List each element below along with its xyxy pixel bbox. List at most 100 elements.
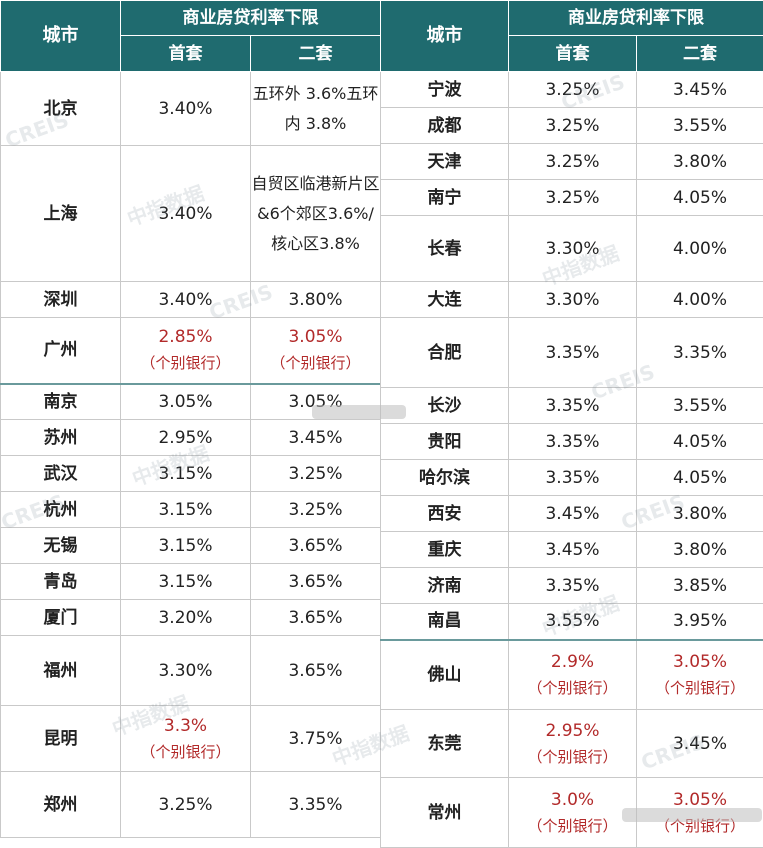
table-row: 无锡 3.15% 3.65% [1, 528, 381, 564]
second-home-rate: 4.00% [637, 216, 763, 282]
blur-overlay [312, 405, 406, 419]
first-home-rate: 3.30% [509, 216, 637, 282]
rate-value: 3.3% [121, 713, 250, 739]
second-home-rate: 4.00% [637, 282, 763, 318]
city-name: 广州 [1, 318, 121, 384]
second-home-rate: 3.55% [637, 108, 763, 144]
second-home-rate: 4.05% [637, 424, 763, 460]
second-home-rate: 3.65% [251, 600, 381, 636]
header-second-home: 二套 [637, 36, 763, 72]
first-home-rate: 2.95% （个别银行） [509, 710, 637, 778]
table-row: 天津 3.25% 3.80% [381, 144, 763, 180]
first-home-rate: 3.35% [509, 424, 637, 460]
city-name: 深圳 [1, 282, 121, 318]
first-home-rate: 3.3% （个别银行） [121, 706, 251, 772]
table-row: 佛山 2.9% （个别银行） 3.05% （个别银行） [381, 640, 763, 710]
header-city: 城市 [381, 1, 509, 72]
city-name: 宁波 [381, 72, 509, 108]
second-home-rate: 3.05% （个别银行） [251, 318, 381, 384]
first-home-rate: 3.40% [121, 146, 251, 282]
city-name: 重庆 [381, 532, 509, 568]
first-home-rate: 3.25% [509, 108, 637, 144]
city-name: 济南 [381, 568, 509, 604]
city-name: 厦门 [1, 600, 121, 636]
table-row: 济南 3.35% 3.85% [381, 568, 763, 604]
rate-value: 2.85% [121, 324, 250, 350]
header-rate-group: 商业房贷利率下限 [509, 1, 763, 36]
first-home-rate: 3.15% [121, 564, 251, 600]
rate-value: 3.05% [637, 649, 763, 675]
rate-value: 3.05% [251, 324, 380, 350]
second-home-rate: 4.05% [637, 180, 763, 216]
city-name: 苏州 [1, 420, 121, 456]
first-home-rate: 3.25% [509, 180, 637, 216]
first-home-rate: 3.45% [509, 532, 637, 568]
table-row: 大连 3.30% 4.00% [381, 282, 763, 318]
table-row: 北京 3.40% 五环外 3.6%五环内 3.8% [1, 72, 381, 146]
second-home-rate: 3.25% [251, 492, 381, 528]
first-home-rate: 3.30% [509, 282, 637, 318]
second-home-rate: 3.80% [251, 282, 381, 318]
city-name: 成都 [381, 108, 509, 144]
first-home-rate: 3.55% [509, 604, 637, 640]
table-row: 哈尔滨 3.35% 4.05% [381, 460, 763, 496]
second-home-rate: 3.55% [637, 388, 763, 424]
rate-value: 3.0% [509, 787, 636, 813]
first-home-rate: 3.25% [509, 72, 637, 108]
table-row: 长沙 3.35% 3.55% [381, 388, 763, 424]
rate-note: （个别银行） [121, 739, 250, 765]
second-home-rate: 自贸区临港新片区&6个郊区3.6%/核心区3.8% [251, 146, 381, 282]
rate-note: （个别银行） [509, 675, 636, 701]
city-name: 贵阳 [381, 424, 509, 460]
city-name: 南昌 [381, 604, 509, 640]
first-home-rate: 3.05% [121, 384, 251, 420]
city-name: 无锡 [1, 528, 121, 564]
second-home-rate: 3.80% [637, 496, 763, 532]
second-home-rate: 3.65% [251, 636, 381, 706]
table-row: 昆明 3.3% （个别银行） 3.75% [1, 706, 381, 772]
table-row: 郑州 3.25% 3.35% [1, 772, 381, 838]
second-home-rate: 3.80% [637, 532, 763, 568]
first-home-rate: 3.35% [509, 460, 637, 496]
rate-note: （个别银行） [251, 350, 380, 376]
city-name: 常州 [381, 778, 509, 848]
second-home-rate: 4.05% [637, 460, 763, 496]
rate-table-right: 城市 商业房贷利率下限 首套 二套 宁波 3.25% 3.45% 成都 3.25… [380, 0, 763, 848]
rate-note: （个别银行） [509, 744, 636, 770]
second-home-rate: 3.75% [251, 706, 381, 772]
first-home-rate: 2.85% （个别银行） [121, 318, 251, 384]
city-name: 长春 [381, 216, 509, 282]
city-name: 天津 [381, 144, 509, 180]
table-row: 成都 3.25% 3.55% [381, 108, 763, 144]
city-name: 上海 [1, 146, 121, 282]
second-home-rate: 3.65% [251, 528, 381, 564]
table-row: 武汉 3.15% 3.25% [1, 456, 381, 492]
header-city: 城市 [1, 1, 121, 72]
city-name: 哈尔滨 [381, 460, 509, 496]
table-row: 深圳 3.40% 3.80% [1, 282, 381, 318]
table-row: 广州 2.85% （个别银行） 3.05% （个别银行） [1, 318, 381, 384]
city-name: 佛山 [381, 640, 509, 710]
first-home-rate: 3.15% [121, 528, 251, 564]
city-name: 青岛 [1, 564, 121, 600]
table-row: 苏州 2.95% 3.45% [1, 420, 381, 456]
header-second-home: 二套 [251, 36, 381, 72]
first-home-rate: 3.25% [509, 144, 637, 180]
second-home-rate: 3.85% [637, 568, 763, 604]
second-home-rate: 3.35% [637, 318, 763, 388]
second-home-rate: 3.45% [251, 420, 381, 456]
city-name: 南京 [1, 384, 121, 420]
second-home-rate: 3.25% [251, 456, 381, 492]
first-home-rate: 3.15% [121, 456, 251, 492]
city-name: 北京 [1, 72, 121, 146]
second-home-rate: 3.45% [637, 710, 763, 778]
rate-value: 2.95% [509, 718, 636, 744]
first-home-rate: 3.15% [121, 492, 251, 528]
table-row: 贵阳 3.35% 4.05% [381, 424, 763, 460]
first-home-rate: 2.9% （个别银行） [509, 640, 637, 710]
city-name: 大连 [381, 282, 509, 318]
city-name: 杭州 [1, 492, 121, 528]
second-home-rate: 3.45% [637, 72, 763, 108]
second-home-rate: 3.80% [637, 144, 763, 180]
table-row: 东莞 2.95% （个别银行） 3.45% [381, 710, 763, 778]
